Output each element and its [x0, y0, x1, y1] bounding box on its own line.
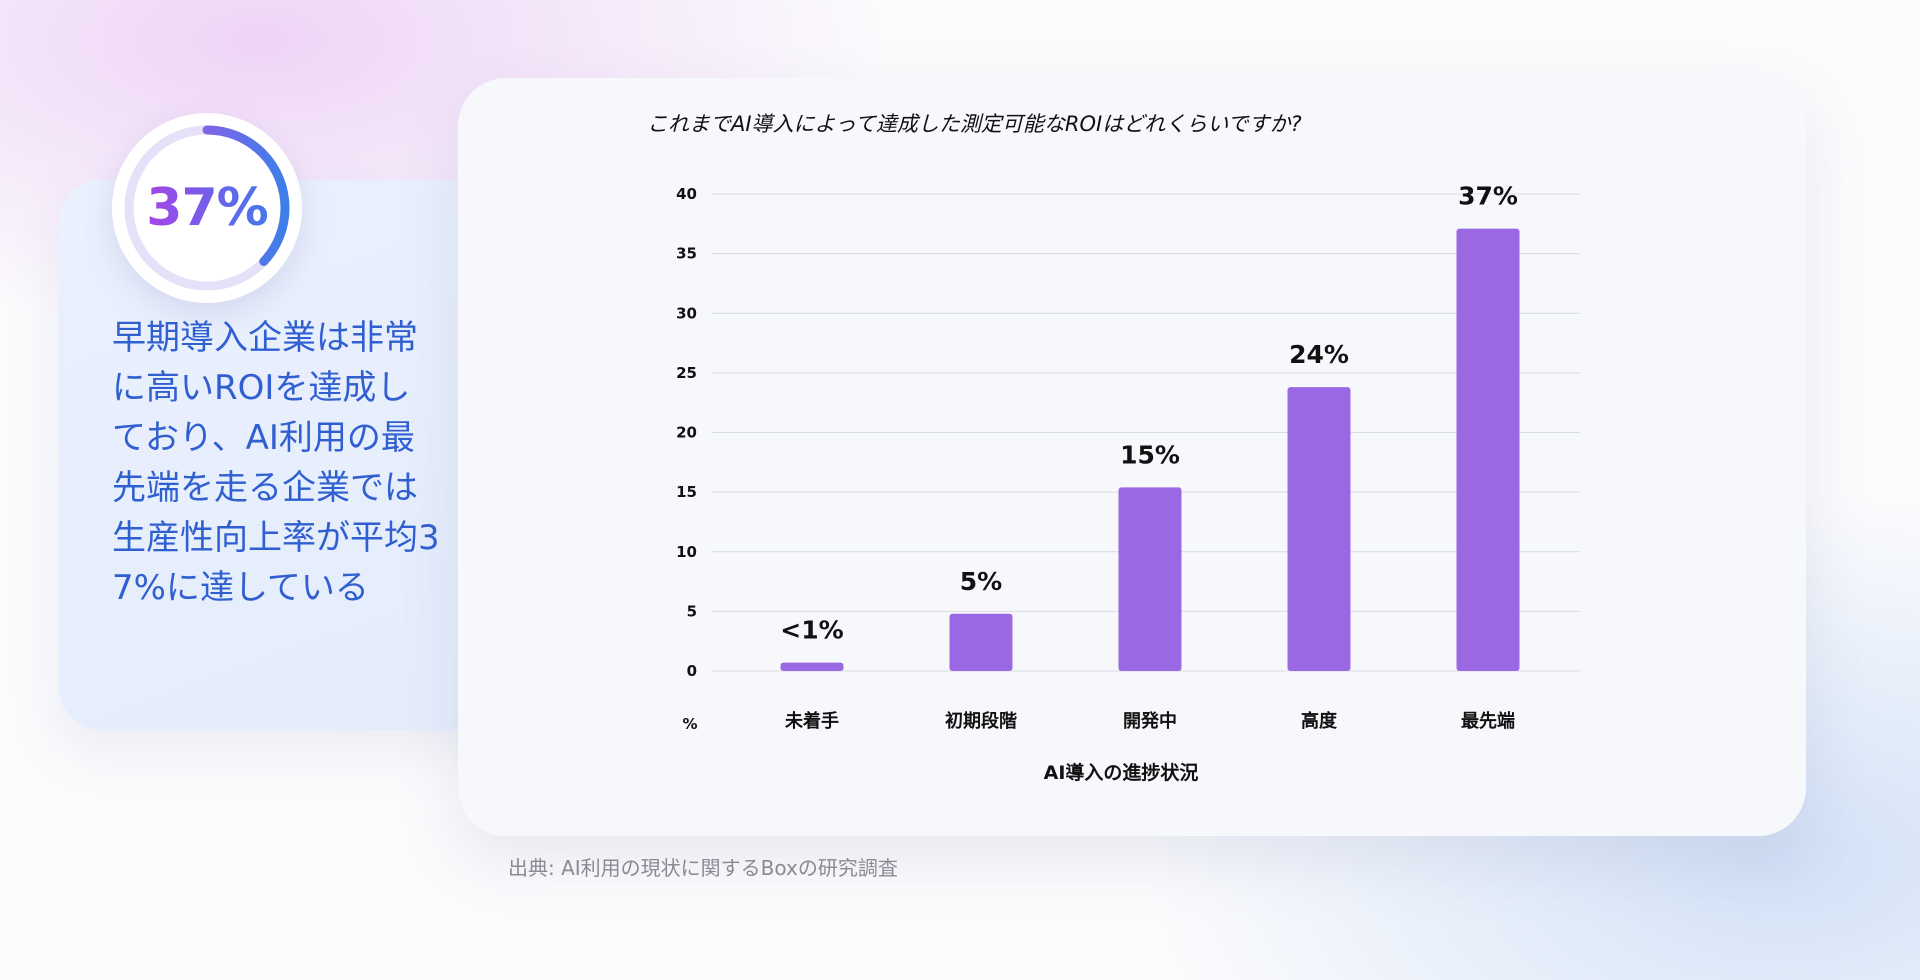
bar	[1287, 387, 1351, 671]
y-tick-label: 5	[687, 602, 697, 620]
bar-value-label: 24%	[1289, 340, 1349, 369]
bar-value-label: 15%	[1120, 440, 1180, 469]
bar	[1118, 487, 1182, 671]
bar	[1456, 228, 1520, 671]
y-tick-label: 30	[676, 304, 697, 322]
ring-value-wrap: 37%	[112, 113, 302, 303]
bar-value-label: <1%	[780, 616, 843, 645]
y-axis-unit: %	[682, 715, 697, 733]
chart-title: これまでAI導入によって達成した測定可能なROIはどれくらいですか?	[647, 112, 1302, 136]
x-tick-label: 未着手	[785, 710, 839, 732]
ring-progress-arc	[124, 125, 290, 291]
ring-graphic	[124, 125, 290, 291]
y-tick-label: 20	[676, 424, 697, 442]
stat-description: 早期導入企業は非常に高いROIを達成しており、AI利用の最先端を走る企業では生産…	[112, 318, 440, 608]
bar	[780, 662, 844, 671]
x-tick-label: 初期段階	[945, 710, 1017, 732]
x-tick-label: 最先端	[1461, 710, 1515, 732]
y-tick-label: 25	[676, 364, 697, 382]
y-tick-label: 35	[676, 245, 697, 263]
bar-value-label: 5%	[960, 567, 1002, 596]
bar	[949, 613, 1013, 671]
percent-ring: 37%	[112, 113, 302, 303]
x-axis-title: AI導入の進捗状況	[1044, 761, 1199, 784]
bar-value-label: 37%	[1458, 182, 1518, 211]
source-note: 出典: AI利用の現状に関するBoxの研究調査	[508, 856, 898, 880]
ring-value: 37%	[146, 178, 268, 238]
y-tick-label: 10	[676, 543, 697, 561]
y-tick-label: 0	[687, 662, 697, 680]
x-tick-label: 開発中	[1123, 710, 1177, 732]
y-tick-label: 15	[676, 483, 697, 501]
chart-card	[458, 78, 1806, 836]
y-tick-label: 40	[676, 185, 697, 203]
x-tick-label: 高度	[1301, 710, 1338, 732]
